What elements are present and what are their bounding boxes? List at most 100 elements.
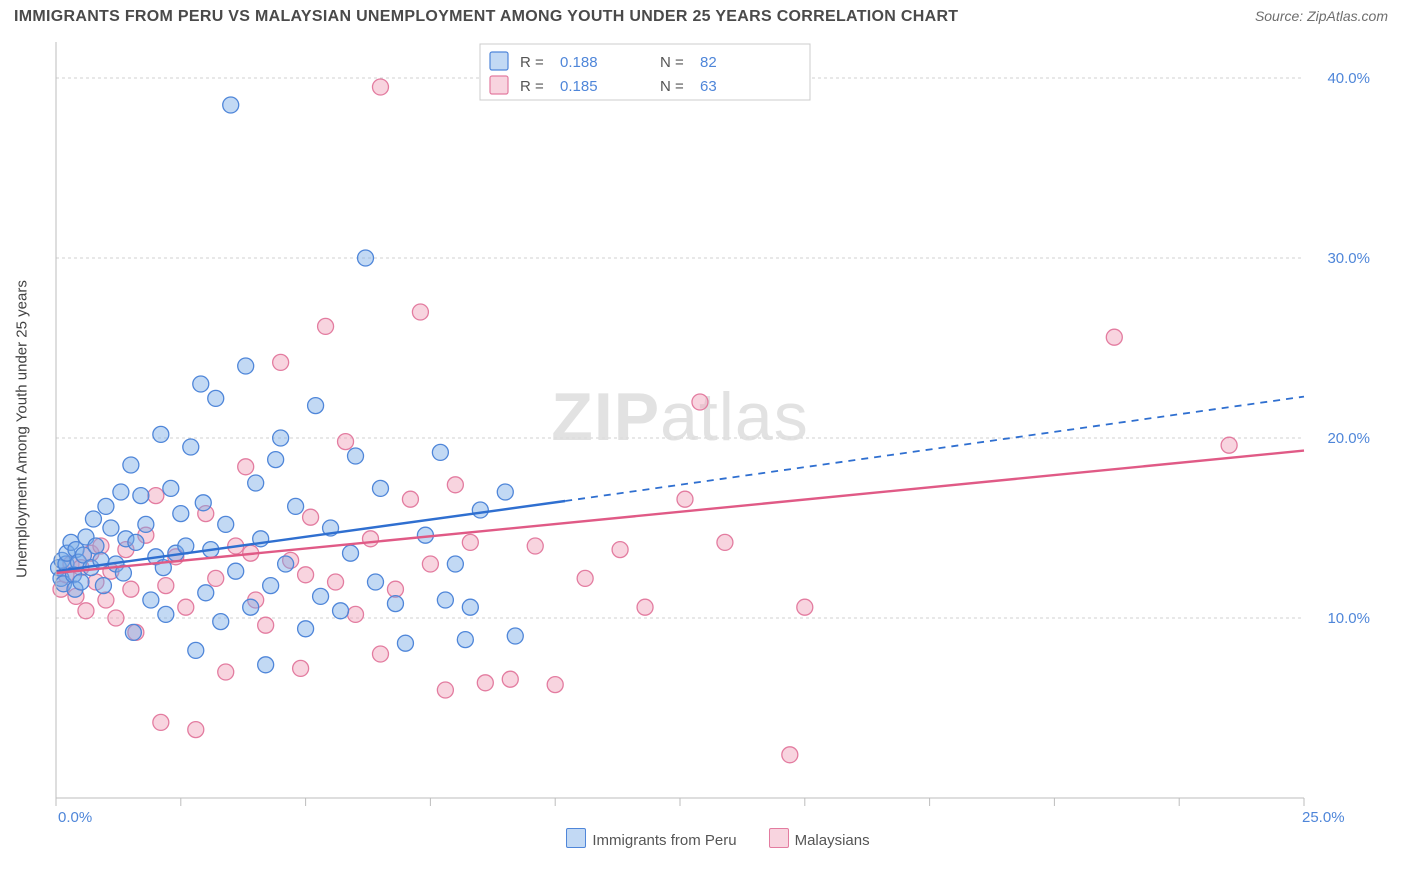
data-point-peru bbox=[143, 592, 159, 608]
data-point-peru bbox=[313, 588, 329, 604]
legend-n-label: N = bbox=[660, 54, 684, 71]
data-point-malaysian bbox=[547, 677, 563, 693]
scatter-chart: 10.0%20.0%30.0%40.0%ZIPatlas0.0%25.0%R =… bbox=[50, 34, 1380, 824]
x-tick-label: 25.0% bbox=[1302, 809, 1345, 824]
data-point-peru bbox=[268, 452, 284, 468]
watermark: ZIPatlas bbox=[551, 379, 808, 455]
data-point-peru bbox=[507, 628, 523, 644]
data-point-peru bbox=[88, 538, 104, 554]
legend-label: Malaysians bbox=[795, 832, 870, 849]
legend-r-value: 0.188 bbox=[560, 54, 598, 71]
data-point-peru bbox=[218, 516, 234, 532]
data-point-peru bbox=[343, 545, 359, 561]
legend-swatch bbox=[490, 76, 508, 94]
data-point-peru bbox=[308, 398, 324, 414]
data-point-malaysian bbox=[123, 581, 139, 597]
chart-title: IMMIGRANTS FROM PERU VS MALAYSIAN UNEMPL… bbox=[14, 8, 958, 26]
data-point-peru bbox=[348, 448, 364, 464]
data-point-malaysian bbox=[273, 354, 289, 370]
x-tick-label: 0.0% bbox=[58, 809, 92, 824]
plot-area: Unemployment Among Youth under 25 years … bbox=[50, 34, 1386, 824]
legend-swatch bbox=[566, 828, 586, 848]
legend-n-value: 63 bbox=[700, 78, 717, 95]
data-point-malaysian bbox=[238, 459, 254, 475]
legend-r-label: R = bbox=[520, 78, 544, 95]
data-point-malaysian bbox=[148, 488, 164, 504]
data-point-peru bbox=[497, 484, 513, 500]
data-point-malaysian bbox=[78, 603, 94, 619]
data-point-peru bbox=[103, 520, 119, 536]
data-point-peru bbox=[73, 574, 89, 590]
data-point-malaysian bbox=[318, 318, 334, 334]
legend-swatch bbox=[490, 52, 508, 70]
y-tick-label: 20.0% bbox=[1327, 430, 1370, 447]
data-point-malaysian bbox=[178, 599, 194, 615]
data-point-peru bbox=[278, 556, 294, 572]
data-point-peru bbox=[397, 635, 413, 651]
data-point-malaysian bbox=[303, 509, 319, 525]
data-point-peru bbox=[358, 250, 374, 266]
legend-n-value: 82 bbox=[700, 54, 717, 71]
data-point-peru bbox=[138, 516, 154, 532]
data-point-peru bbox=[128, 534, 144, 550]
data-point-peru bbox=[387, 596, 403, 612]
data-point-peru bbox=[228, 563, 244, 579]
legend-label: Immigrants from Peru bbox=[592, 832, 736, 849]
data-point-peru bbox=[95, 578, 111, 594]
y-tick-label: 10.0% bbox=[1327, 610, 1370, 627]
data-point-malaysian bbox=[637, 599, 653, 615]
data-point-malaysian bbox=[612, 542, 628, 558]
legend-top: R =0.188N =82R =0.185N =63 bbox=[480, 44, 810, 100]
y-axis-label: Unemployment Among Youth under 25 years bbox=[14, 280, 31, 578]
data-point-malaysian bbox=[98, 592, 114, 608]
data-point-malaysian bbox=[293, 660, 309, 676]
data-point-malaysian bbox=[218, 664, 234, 680]
data-point-peru bbox=[432, 444, 448, 460]
data-point-peru bbox=[195, 495, 211, 511]
data-point-peru bbox=[263, 578, 279, 594]
data-point-peru bbox=[462, 599, 478, 615]
data-point-peru bbox=[163, 480, 179, 496]
data-point-peru bbox=[372, 480, 388, 496]
data-point-peru bbox=[113, 484, 129, 500]
data-point-peru bbox=[85, 511, 101, 527]
data-point-peru bbox=[472, 502, 488, 518]
data-point-malaysian bbox=[527, 538, 543, 554]
data-point-peru bbox=[98, 498, 114, 514]
y-tick-label: 30.0% bbox=[1327, 250, 1370, 267]
data-point-peru bbox=[238, 358, 254, 374]
data-point-malaysian bbox=[338, 434, 354, 450]
data-point-peru bbox=[183, 439, 199, 455]
data-point-peru bbox=[223, 97, 239, 113]
data-point-malaysian bbox=[188, 722, 204, 738]
data-point-malaysian bbox=[717, 534, 733, 550]
data-point-malaysian bbox=[462, 534, 478, 550]
data-point-malaysian bbox=[208, 570, 224, 586]
legend-item-peru: Immigrants from Peru bbox=[566, 828, 736, 849]
data-point-malaysian bbox=[577, 570, 593, 586]
data-point-malaysian bbox=[437, 682, 453, 698]
data-point-malaysian bbox=[362, 531, 378, 547]
data-point-malaysian bbox=[108, 610, 124, 626]
data-point-malaysian bbox=[502, 671, 518, 687]
data-point-peru bbox=[333, 603, 349, 619]
data-point-peru bbox=[188, 642, 204, 658]
data-point-peru bbox=[447, 556, 463, 572]
data-point-malaysian bbox=[258, 617, 274, 633]
data-point-peru bbox=[298, 621, 314, 637]
data-point-peru bbox=[193, 376, 209, 392]
data-point-peru bbox=[367, 574, 383, 590]
data-point-peru bbox=[288, 498, 304, 514]
legend-n-label: N = bbox=[660, 78, 684, 95]
data-point-malaysian bbox=[692, 394, 708, 410]
data-point-malaysian bbox=[677, 491, 693, 507]
data-point-malaysian bbox=[387, 581, 403, 597]
data-point-peru bbox=[123, 457, 139, 473]
data-point-peru bbox=[125, 624, 141, 640]
legend-r-value: 0.185 bbox=[560, 78, 598, 95]
data-point-peru bbox=[173, 506, 189, 522]
data-point-peru bbox=[457, 632, 473, 648]
data-point-malaysian bbox=[422, 556, 438, 572]
data-point-peru bbox=[133, 488, 149, 504]
data-point-malaysian bbox=[782, 747, 798, 763]
